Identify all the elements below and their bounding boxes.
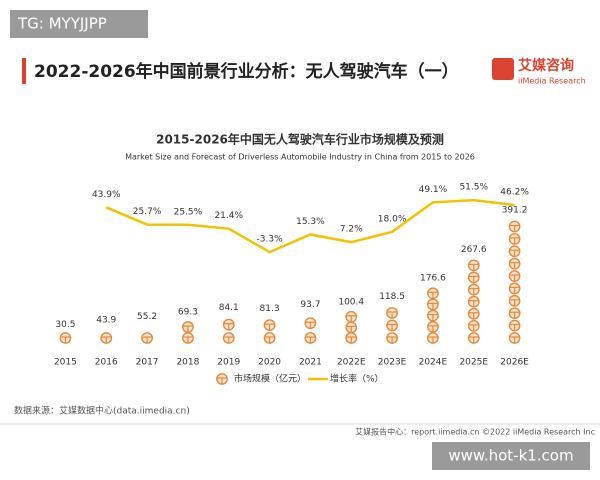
logo: 艾媒咨询 xyxy=(518,57,574,74)
bar xyxy=(263,319,276,344)
growth-label: 43.9% xyxy=(92,190,121,200)
x-tick-label: 2020 xyxy=(258,358,281,368)
x-tick-label: 2017 xyxy=(136,358,159,368)
watermark-box xyxy=(432,442,590,470)
growth-label: 49.1% xyxy=(419,185,448,195)
bar xyxy=(182,321,194,344)
x-tick-label: 2019 xyxy=(217,358,240,368)
value-label: 69.3 xyxy=(178,308,198,318)
logo-icon xyxy=(492,58,514,80)
value-label: 55.2 xyxy=(137,312,157,322)
value-label: 81.3 xyxy=(260,304,280,314)
watermark: TG: MYYJJPP xyxy=(17,15,107,33)
growth-line xyxy=(105,198,515,254)
x-tick-label: 2025E xyxy=(459,358,488,368)
bar xyxy=(222,318,235,344)
footer-text: 艾媒报告中心：report.iimedia.cn ©2022 iiMedia R… xyxy=(355,427,595,437)
x-tick-label: 2026E xyxy=(500,358,529,368)
growth-label: 25.7% xyxy=(133,207,162,217)
bar xyxy=(141,332,153,344)
bar xyxy=(59,332,72,344)
bar xyxy=(508,220,521,344)
x-tick-label: 2022E xyxy=(337,358,366,368)
value-label: 93.7 xyxy=(300,300,320,310)
growth-label: 7.2% xyxy=(340,225,363,235)
growth-label: 18.0% xyxy=(378,214,407,224)
watermark-box xyxy=(10,10,148,38)
growth-label: 25.5% xyxy=(174,207,203,217)
value-label: 30.5 xyxy=(55,320,75,330)
chart-title: 2015-2026年中国无人驾驶汽车行业市场规模及预测 xyxy=(156,132,444,147)
bar xyxy=(100,332,113,344)
growth-label: -3.3% xyxy=(257,235,284,245)
header-title: 2022-2026年中国前景行业分析：无人驾驶汽车（一） xyxy=(34,61,459,82)
growth-label: 51.5% xyxy=(459,183,488,193)
chart-subtitle: Market Size and Forecast of Driverless A… xyxy=(125,153,475,162)
watermark: www.hot-k1.com xyxy=(448,447,573,465)
value-label: 267.6 xyxy=(461,245,487,255)
value-label: 84.1 xyxy=(219,303,239,313)
growth-label: 21.4% xyxy=(214,211,243,221)
growth-label: 15.3% xyxy=(296,217,325,227)
value-label: 100.4 xyxy=(338,298,364,308)
x-tick-label: 2024E xyxy=(419,358,448,368)
title-accent xyxy=(22,58,26,84)
logo-sub: iiMedia Research xyxy=(518,77,586,86)
legend-label: 市场规模（亿元） xyxy=(234,373,306,385)
value-label: 391.2 xyxy=(502,206,528,216)
bar xyxy=(467,259,480,344)
source: 数据来源：艾媒数据中心(data.iimedia.cn) xyxy=(14,405,190,417)
bar xyxy=(304,317,317,344)
value-label: 43.9 xyxy=(96,316,116,326)
x-tick-label: 2018 xyxy=(176,358,199,368)
x-tick-label: 2016 xyxy=(95,358,118,368)
growth-label: 46.2% xyxy=(500,188,529,198)
bar xyxy=(386,307,398,344)
legend-label: 增长率（%） xyxy=(330,373,384,385)
value-label: 118.5 xyxy=(379,292,405,302)
bar xyxy=(345,310,358,344)
x-tick-label: 2023E xyxy=(378,358,407,368)
legend-swatch xyxy=(216,373,228,385)
x-tick-label: 2021 xyxy=(299,358,322,368)
x-tick-label: 2015 xyxy=(54,358,77,368)
value-label: 176.6 xyxy=(420,274,446,284)
bar xyxy=(427,287,439,344)
